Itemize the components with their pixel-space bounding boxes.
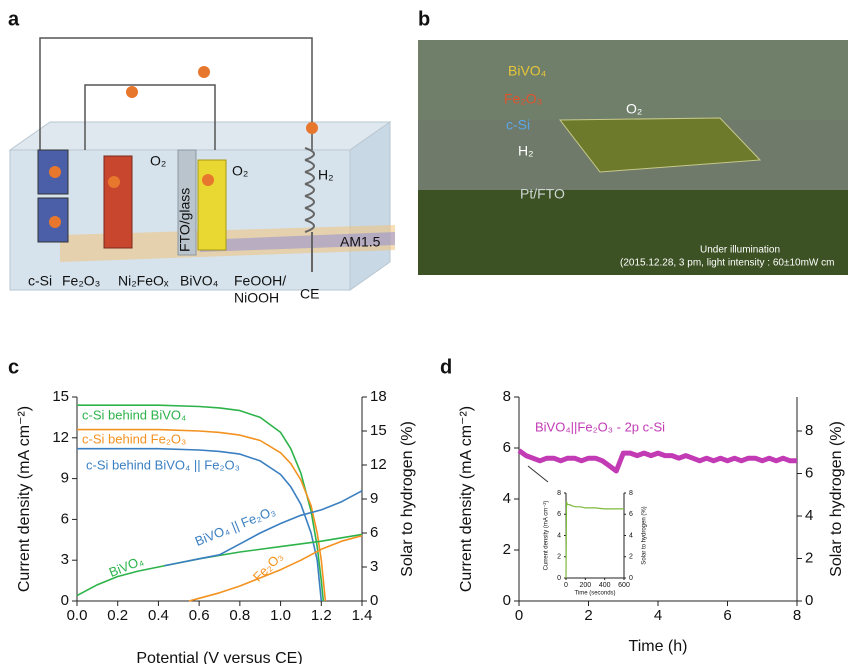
y-axis-label: Current density (mA cm⁻²) — [544, 501, 550, 571]
y-tick-label: 4 — [557, 532, 561, 539]
x-tick-label: 1.0 — [270, 607, 291, 624]
data-line — [519, 451, 797, 472]
y-tick-label: 2 — [557, 554, 561, 561]
device-diagram — [10, 38, 395, 290]
diagram-label: AM1.5 — [340, 234, 381, 250]
photo-label: H₂ — [518, 143, 534, 159]
photo-label: O₂ — [626, 101, 642, 117]
y-tick-label: 15 — [52, 388, 69, 405]
photo-label: c-Si — [506, 117, 530, 133]
x-tick-label: 400 — [599, 582, 611, 589]
figure: a b c d O₂ O₂ H₂ FTO/glass AM1.5 c-Si Fe… — [0, 0, 848, 664]
diagram-label: FeOOH/ — [234, 273, 286, 289]
y2-tick-label: 8 — [629, 490, 633, 497]
panel-label: c — [8, 356, 19, 378]
diagram-label: c-Si — [28, 273, 52, 289]
y2-axis-label: Solar to hydrogen (%) — [828, 421, 845, 577]
y-tick-label: 6 — [61, 510, 69, 527]
photo-label: Pt/FTO — [520, 186, 565, 202]
data-line — [165, 491, 363, 566]
y2-tick-label: 2 — [805, 549, 813, 566]
y-tick-label: 0 — [557, 575, 561, 582]
diagram-label: BiVO₄ — [180, 273, 219, 289]
y2-tick-label: 15 — [370, 422, 387, 439]
panel-label: b — [418, 8, 430, 30]
y2-axis-label: Solar to hydrogen (%) — [399, 421, 416, 577]
y2-tick-label: 4 — [805, 507, 813, 524]
x-tick-label: 0.4 — [148, 607, 169, 624]
y-tick-label: 6 — [503, 439, 511, 456]
y-tick-label: 0 — [503, 592, 511, 609]
x-tick-label: 0.6 — [189, 607, 210, 624]
diagram-label: H₂ — [318, 167, 334, 183]
diagram-label: Fe₂O₃ — [62, 273, 100, 289]
diagram-label: CE — [300, 286, 319, 302]
x-tick-label: 2 — [584, 607, 592, 624]
y-axis-label: Current density (mA cm⁻²) — [458, 406, 475, 592]
series-label: c-Si behind BiVO₄ || Fe₂O₃ — [86, 457, 240, 472]
series-label: Fe₂O₃ — [250, 549, 286, 585]
photo-caption: (2015.12.28, 3 pm, light intensity : 60±… — [620, 258, 834, 269]
y2-axis-label: Solar to hydrogen (%) — [642, 506, 648, 564]
series-label: BiVO₄||Fe₂O₃ - 2p c-Si — [535, 419, 665, 434]
y2-tick-label: 4 — [629, 532, 633, 539]
photo-label: Fe₂O₃ — [504, 91, 542, 107]
series-label: BiVO₄ — [107, 553, 146, 580]
diagram-label: O₂ — [150, 153, 166, 169]
panel-label: d — [440, 356, 452, 378]
y-tick-label: 4 — [503, 490, 511, 507]
diagram-label: Ni₂FeOₓ — [118, 273, 169, 289]
x-tick-label: 600 — [618, 582, 630, 589]
y2-tick-label: 2 — [629, 554, 633, 561]
x-tick-label: 0.0 — [67, 607, 88, 624]
y2-tick-label: 18 — [370, 388, 387, 405]
panel-label: a — [8, 8, 20, 30]
x-axis-label: Potential (V versus CE) — [136, 650, 302, 664]
y2-tick-label: 9 — [370, 490, 378, 507]
y2-tick-label: 0 — [370, 592, 378, 609]
x-tick-label: 0.8 — [229, 607, 250, 624]
y-tick-label: 3 — [61, 551, 69, 568]
x-tick-label: 1.2 — [311, 607, 332, 624]
y2-tick-label: 6 — [805, 464, 813, 481]
y-tick-label: 8 — [503, 388, 511, 405]
x-tick-label: 8 — [793, 607, 801, 624]
inset-pointer — [528, 466, 548, 482]
x-tick-label: 6 — [723, 607, 731, 624]
y2-tick-label: 6 — [370, 524, 378, 541]
x-tick-label: 0.2 — [107, 607, 128, 624]
y-tick-label: 12 — [52, 429, 69, 446]
x-tick-label: 0 — [564, 582, 568, 589]
y-axis-label: Current density (mA cm⁻²) — [16, 406, 33, 592]
y-tick-label: 8 — [557, 490, 561, 497]
diagram-label: FTO/glass — [177, 188, 193, 252]
x-axis-label: Time (seconds) — [574, 591, 615, 597]
x-tick-label: 200 — [579, 582, 591, 589]
x-tick-label: 4 — [654, 607, 662, 624]
photo-label: BiVO₄ — [508, 63, 547, 79]
diagram-label: O₂ — [232, 163, 248, 179]
series-label: c-Si behind Fe₂O₃ — [82, 431, 186, 446]
y2-tick-label: 0 — [629, 575, 633, 582]
y2-tick-label: 6 — [629, 511, 633, 518]
y2-tick-label: 0 — [805, 592, 813, 609]
y-tick-label: 0 — [61, 592, 69, 609]
y2-tick-label: 12 — [370, 456, 387, 473]
series-label: c-Si behind BiVO₄ — [82, 407, 186, 422]
photo-caption: Under illumination — [700, 245, 780, 256]
y-tick-label: 9 — [61, 470, 69, 487]
diagram-label: NiOOH — [234, 290, 279, 306]
x-tick-label: 0 — [515, 607, 523, 624]
series-label: BiVO₄ || Fe₂O₃ — [193, 503, 278, 549]
x-axis-label: Time (h) — [629, 638, 688, 655]
x-tick-label: 1.4 — [352, 607, 373, 624]
y-tick-label: 6 — [557, 511, 561, 518]
y2-tick-label: 3 — [370, 558, 378, 575]
photo — [418, 40, 848, 275]
y-tick-label: 2 — [503, 541, 511, 558]
y2-tick-label: 8 — [805, 422, 813, 439]
